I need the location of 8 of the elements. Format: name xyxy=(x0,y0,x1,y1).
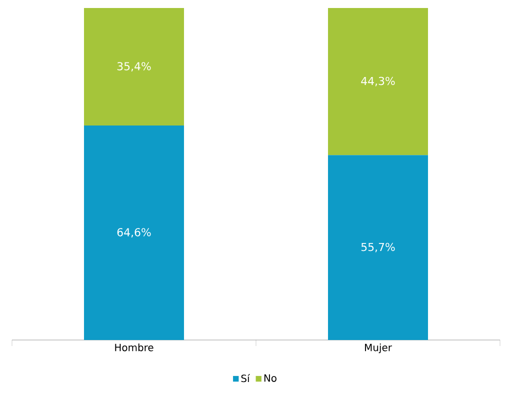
data-label: 64,6% xyxy=(117,228,151,238)
legend-label: Sí xyxy=(241,374,250,382)
data-label: 44,3% xyxy=(361,76,395,86)
data-label: 35,4% xyxy=(117,62,151,72)
x-tick-label: Hombre xyxy=(115,344,154,352)
data-label: 55,7% xyxy=(361,242,395,252)
x-tick-label: Mujer xyxy=(365,344,392,354)
legend-label: No xyxy=(264,374,276,382)
